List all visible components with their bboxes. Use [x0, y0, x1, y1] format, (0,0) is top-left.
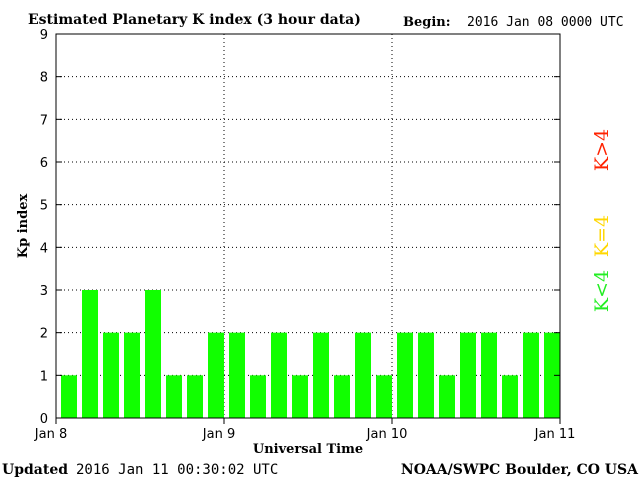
kp-bar: [460, 332, 476, 418]
kp-bar: [187, 375, 203, 418]
kp-bar: [481, 332, 497, 418]
y-tick-label: 0: [40, 412, 48, 427]
plot-frame: [55, 33, 561, 419]
grid-lines: [56, 34, 560, 418]
kp-bar: [502, 375, 518, 418]
begin-label: Begin:: [403, 15, 451, 30]
x-tick-label: Jan 10: [366, 427, 408, 442]
updated-label: Updated: [2, 462, 68, 478]
kp-bar: [229, 332, 245, 418]
y-tick-label: 4: [40, 241, 48, 256]
kp-bar: [334, 375, 350, 418]
legend-item: K>4: [591, 129, 613, 171]
kp-bar: [292, 375, 308, 418]
x-axis-ticks: Jan 8 Jan 9 Jan 10 Jan 11: [34, 418, 576, 442]
kp-bar: [208, 332, 224, 418]
kp-bar: [271, 332, 287, 418]
kp-bar: [397, 332, 413, 418]
y-tick-label: 3: [40, 284, 48, 299]
x-tick-label: Jan 11: [534, 427, 576, 442]
legend-item: K<4: [591, 270, 613, 312]
source-credit: NOAA/SWPC Boulder, CO USA: [401, 462, 639, 478]
updated-value: 2016 Jan 11 00:30:02 UTC: [76, 462, 278, 478]
chart-title: Estimated Planetary K index (3 hour data…: [28, 12, 361, 28]
y-tick-label: 5: [40, 199, 48, 214]
kp-bar: [61, 375, 77, 418]
y-tick-label: 7: [40, 113, 48, 128]
kp-bar: [544, 332, 560, 418]
begin-value: 2016 Jan 08 0000 UTC: [467, 15, 624, 30]
kp-bar: [82, 290, 98, 418]
y-tick-label: 9: [40, 28, 48, 43]
kp-bar: [103, 332, 119, 418]
kp-bar: [250, 375, 266, 418]
y-tick-label: 2: [40, 327, 48, 342]
kp-bar: [145, 290, 161, 418]
bars-group: [61, 290, 560, 418]
kp-bar: [166, 375, 182, 418]
x-tick-label: Jan 8: [34, 427, 67, 442]
kp-bar: [355, 332, 371, 418]
kp-bar: [376, 375, 392, 418]
kp-bar: [124, 332, 140, 418]
y-tick-label: 8: [40, 71, 48, 86]
kp-bar: [313, 332, 329, 418]
kp-bar: [439, 375, 455, 418]
y-tick-label: 6: [40, 156, 48, 171]
y-axis-ticks: 0 1 2 3 4 5 6 7 8 9: [40, 28, 560, 427]
x-axis-title: Universal Time: [253, 442, 363, 457]
kp-bar: [418, 332, 434, 418]
legend: K>4 K=4 K<4: [591, 129, 613, 312]
legend-item: K=4: [591, 215, 613, 257]
x-tick-label: Jan 9: [202, 427, 235, 442]
y-axis-title: Kp index: [16, 194, 31, 259]
y-tick-label: 1: [40, 369, 48, 384]
kp-bar: [523, 332, 539, 418]
